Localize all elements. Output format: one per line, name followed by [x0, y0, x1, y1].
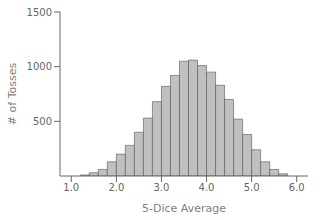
- svg-text:2.0: 2.0: [108, 182, 124, 193]
- svg-text:5.0: 5.0: [244, 182, 260, 193]
- svg-text:5-Dice Average: 5-Dice Average: [142, 202, 226, 215]
- svg-text:3.0: 3.0: [154, 182, 170, 193]
- svg-text:1000: 1000: [27, 61, 52, 72]
- svg-text:# of Tosses: # of Tosses: [8, 63, 19, 126]
- svg-text:4.0: 4.0: [199, 182, 215, 193]
- svg-text:1500: 1500: [27, 7, 52, 18]
- svg-text:1.0: 1.0: [63, 182, 79, 193]
- svg-text:500: 500: [33, 116, 52, 127]
- svg-text:6.0: 6.0: [289, 182, 305, 193]
